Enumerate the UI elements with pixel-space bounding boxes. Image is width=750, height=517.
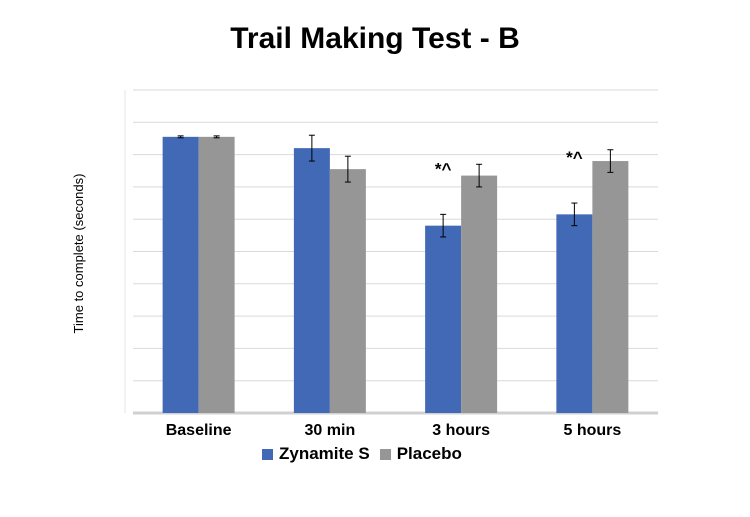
x-tick-label: 30 min xyxy=(305,422,356,439)
bar xyxy=(293,148,330,413)
legend-label-placebo: Placebo xyxy=(396,444,462,463)
x-tick-label: 5 hours xyxy=(563,422,621,439)
bar xyxy=(162,136,199,413)
bar xyxy=(198,136,235,413)
bar xyxy=(329,169,366,413)
legend-label-zynamite: Zynamite S xyxy=(279,444,370,463)
legend-swatch-zynamite xyxy=(262,448,273,460)
significance-annotation: *^ xyxy=(435,159,452,178)
legend-item-placebo: Placebo xyxy=(379,444,462,464)
legend: Zynamite S Placebo xyxy=(262,444,472,464)
x-tick-label: 3 hours xyxy=(432,422,490,439)
bar xyxy=(425,225,462,413)
chart-title: Trail Making Test - B xyxy=(230,22,520,55)
bar xyxy=(592,161,629,413)
x-tick-label: Baseline xyxy=(166,422,232,439)
legend-item-zynamite: Zynamite S xyxy=(262,444,370,464)
legend-swatch-placebo xyxy=(379,448,391,460)
significance-annotation: *^ xyxy=(566,148,583,167)
y-axis-label: Time to complete (seconds) xyxy=(71,174,86,334)
bar xyxy=(556,214,593,413)
bar xyxy=(461,175,498,413)
